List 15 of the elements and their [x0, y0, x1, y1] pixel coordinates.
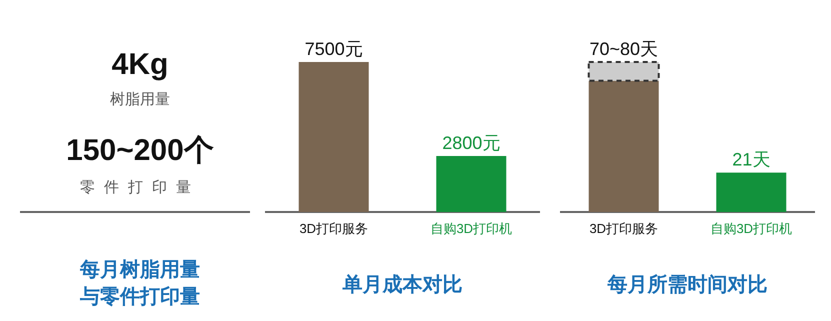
text: 每月树脂用量与零件打印量: [79, 259, 200, 308]
text: 单月成本对比: [342, 273, 462, 296]
data-label: 2800元: [442, 133, 500, 153]
text: 70~80天: [589, 39, 658, 59]
text: 每月所需时间对比: [606, 274, 768, 296]
text: 150~200个: [66, 134, 214, 167]
x-tick-label: 自购3D打印机: [710, 221, 792, 236]
x-tick-label: 3D打印服务: [589, 221, 658, 236]
text: 零件打印量: [80, 179, 200, 196]
data-label: 7500元: [304, 39, 363, 59]
x-tick-label: 自购3D打印机: [430, 221, 512, 236]
text: 树脂用量: [110, 91, 170, 108]
x-tick-label: 3D打印服务: [299, 221, 368, 236]
text: 4Kg: [112, 48, 168, 81]
text: 21天: [732, 150, 770, 170]
